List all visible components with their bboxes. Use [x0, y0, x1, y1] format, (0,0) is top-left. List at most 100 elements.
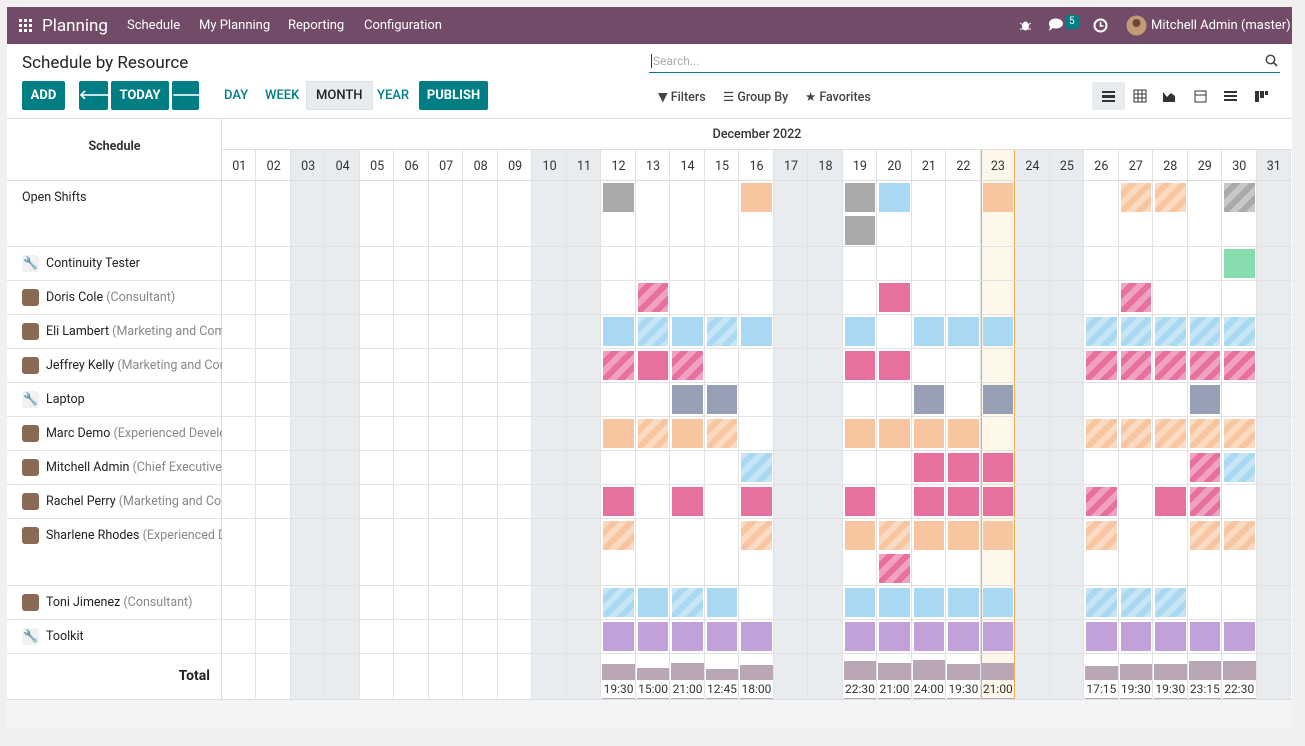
shift[interactable] — [1224, 419, 1255, 448]
shift[interactable] — [1189, 351, 1221, 380]
shift[interactable] — [706, 622, 738, 651]
scale-button[interactable]: DAY — [224, 88, 249, 103]
shift[interactable] — [982, 183, 1014, 212]
shift[interactable] — [1224, 317, 1255, 346]
menu-item[interactable]: Configuration — [364, 18, 442, 33]
shift[interactable] — [948, 419, 979, 448]
shift[interactable] — [672, 317, 703, 346]
shift[interactable] — [1189, 453, 1221, 482]
shift[interactable] — [948, 622, 979, 651]
scale-button[interactable]: YEAR — [377, 88, 410, 103]
shift[interactable] — [603, 317, 634, 346]
shift[interactable] — [1224, 249, 1255, 278]
shift[interactable] — [844, 351, 876, 380]
today-button[interactable]: TODAY — [111, 81, 169, 110]
publish-button[interactable]: PUBLISH — [419, 81, 488, 110]
shift[interactable] — [1155, 419, 1186, 448]
shift[interactable] — [948, 588, 979, 617]
shift[interactable] — [672, 351, 703, 380]
shift[interactable] — [1120, 351, 1152, 380]
prev-button[interactable]: 🡐 — [79, 81, 114, 110]
shift[interactable] — [1120, 419, 1152, 448]
apps-icon[interactable] — [19, 19, 32, 32]
shift[interactable] — [982, 453, 1014, 482]
shift[interactable] — [913, 588, 945, 617]
scale-button[interactable]: WEEK — [265, 88, 300, 103]
shift[interactable] — [844, 622, 876, 651]
shift[interactable] — [1189, 521, 1221, 550]
shift[interactable] — [844, 183, 876, 212]
shift[interactable] — [879, 622, 910, 651]
menu-item[interactable]: Reporting — [288, 18, 345, 33]
shift[interactable] — [1224, 521, 1255, 550]
shift[interactable] — [637, 317, 669, 346]
shift[interactable] — [637, 283, 669, 312]
shift[interactable] — [741, 487, 772, 516]
shift[interactable] — [637, 588, 669, 617]
shift[interactable] — [1224, 453, 1255, 482]
shift[interactable] — [982, 317, 1014, 346]
shift[interactable] — [672, 588, 703, 617]
shift[interactable] — [1155, 317, 1186, 346]
shift[interactable] — [603, 521, 634, 550]
shift[interactable] — [1155, 351, 1186, 380]
shift[interactable] — [879, 283, 910, 312]
menu-item[interactable]: My Planning — [199, 18, 271, 33]
user-name[interactable]: Mitchell Admin (master) — [1151, 18, 1291, 33]
shift[interactable] — [879, 588, 910, 617]
shift[interactable] — [706, 588, 738, 617]
favorites-toggle[interactable]: ★ Favorites — [805, 90, 871, 105]
debug-icon[interactable] — [1019, 19, 1032, 32]
shift[interactable] — [913, 317, 945, 346]
chat-icon[interactable] — [1048, 18, 1065, 33]
shift[interactable] — [603, 351, 634, 380]
scale-button[interactable]: MONTH — [306, 81, 373, 110]
shift[interactable] — [1086, 317, 1117, 346]
shift[interactable] — [672, 385, 703, 414]
shift[interactable] — [844, 487, 876, 516]
shift[interactable] — [1224, 183, 1255, 212]
shift[interactable] — [1189, 385, 1221, 414]
shift[interactable] — [603, 183, 634, 212]
shift[interactable] — [1086, 588, 1117, 617]
shift[interactable] — [706, 385, 738, 414]
shift[interactable] — [913, 487, 945, 516]
shift[interactable] — [741, 622, 772, 651]
shift[interactable] — [982, 622, 1014, 651]
shift[interactable] — [913, 453, 945, 482]
shift[interactable] — [603, 487, 634, 516]
shift[interactable] — [1189, 419, 1221, 448]
shift[interactable] — [879, 419, 910, 448]
shift[interactable] — [1120, 317, 1152, 346]
search-icon[interactable] — [1265, 54, 1278, 67]
shift[interactable] — [1155, 487, 1186, 516]
shift[interactable] — [1189, 622, 1221, 651]
shift[interactable] — [982, 487, 1014, 516]
shift[interactable] — [1086, 622, 1117, 651]
shift[interactable] — [913, 622, 945, 651]
shift[interactable] — [672, 487, 703, 516]
shift[interactable] — [1189, 317, 1221, 346]
shift[interactable] — [1086, 351, 1117, 380]
groupby-toggle[interactable]: ☰ Group By — [723, 90, 789, 105]
user-avatar[interactable] — [1126, 15, 1147, 36]
shift[interactable] — [1155, 622, 1186, 651]
shift[interactable] — [1224, 351, 1255, 380]
shift[interactable] — [1155, 588, 1186, 617]
shift[interactable] — [741, 183, 772, 212]
shift[interactable] — [844, 317, 876, 346]
shift[interactable] — [706, 317, 738, 346]
shift[interactable] — [637, 351, 669, 380]
shift[interactable] — [1120, 283, 1152, 312]
shift[interactable] — [948, 453, 979, 482]
shift[interactable] — [1086, 521, 1117, 550]
search-box[interactable]: Search... — [649, 50, 1280, 73]
shift[interactable] — [741, 453, 772, 482]
shift[interactable] — [948, 521, 979, 550]
activity-icon[interactable] — [1093, 18, 1108, 33]
shift[interactable] — [603, 419, 634, 448]
shift[interactable] — [672, 419, 703, 448]
shift[interactable] — [1086, 487, 1117, 516]
shift[interactable] — [844, 419, 876, 448]
shift[interactable] — [637, 622, 669, 651]
